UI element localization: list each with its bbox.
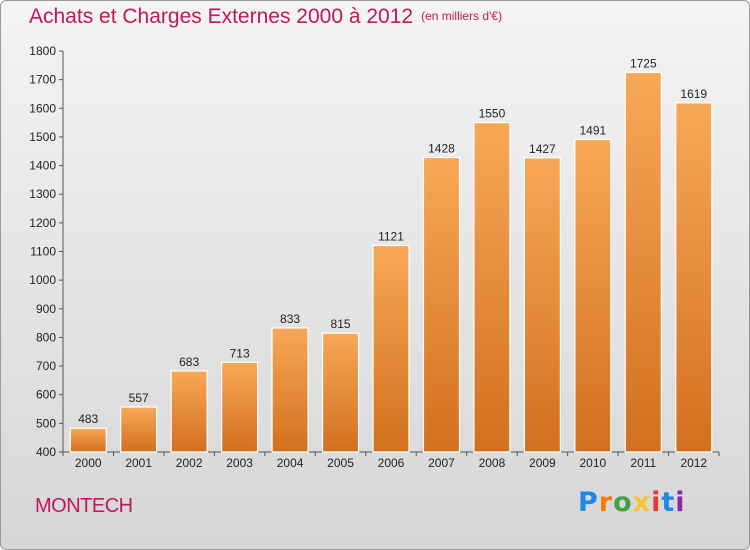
proxiti-logo: Proxiti: [578, 487, 686, 518]
x-tick-label: 2009: [529, 456, 556, 470]
logo-letter: r: [598, 487, 614, 518]
bar: [170, 370, 208, 453]
bar-value-label: 1725: [630, 56, 657, 70]
bar-value-label: 557: [129, 391, 149, 405]
chart-bars: 483 557 683 713 833 815 1121 1428 1550 1427 1491 17…: [69, 56, 713, 453]
logo-letter: P: [578, 487, 599, 518]
y-tick-label: 700: [36, 359, 56, 373]
bar: [523, 157, 561, 453]
bar: [120, 406, 158, 453]
chart-title: Achats et Charges Externes 2000 à 2012 (e…: [29, 5, 502, 29]
bar-value-label: 1550: [479, 107, 506, 121]
bar-value-label: 1619: [680, 87, 707, 101]
x-tick-label: 2006: [378, 456, 405, 470]
logo-letter: i: [651, 487, 662, 518]
bar: [69, 427, 107, 453]
y-tick-label: 1100: [30, 245, 56, 259]
y-tick-label: 500: [36, 416, 56, 430]
bar: [422, 156, 461, 453]
y-tick-label: 1700: [29, 73, 56, 87]
x-tick-label: 2012: [680, 456, 707, 470]
bar-value-label: 1427: [529, 142, 556, 156]
bar-value-label: 1491: [579, 124, 606, 138]
y-tick-label: 1300: [29, 187, 56, 201]
bar-value-label: 713: [230, 346, 250, 360]
logo-letter: t: [661, 487, 676, 518]
bar-value-label: 1121: [378, 229, 404, 243]
x-tick-label: 2008: [479, 456, 506, 470]
bar: [675, 102, 713, 453]
y-tick-label: 1600: [29, 101, 56, 115]
bar-value-label: 483: [78, 412, 98, 426]
bar-value-label: 833: [280, 312, 300, 326]
x-tick-label: 2011: [630, 456, 656, 470]
bar: [221, 361, 259, 453]
x-tick-label: 2010: [579, 456, 606, 470]
x-tick-label: 2007: [428, 456, 455, 470]
x-tick-label: 2001: [125, 456, 152, 470]
x-tick-label: 2002: [176, 456, 203, 470]
bar: [321, 332, 360, 453]
bar: [473, 122, 511, 453]
y-tick-label: 1000: [29, 273, 56, 287]
bar-value-label: 1428: [428, 142, 455, 156]
logo-letter: i: [675, 487, 686, 518]
y-tick-label: 400: [36, 445, 56, 459]
y-tick-label: 600: [36, 388, 56, 402]
bar: [574, 138, 612, 453]
chart-subtitle: (en milliers d'€): [421, 9, 503, 23]
x-tick-label: 2003: [226, 456, 253, 470]
bar: [624, 71, 662, 453]
bar-value-label: 815: [331, 317, 351, 331]
bar: [271, 327, 309, 453]
y-tick-label: 1800: [29, 44, 56, 58]
logo-letter: o: [613, 487, 633, 518]
y-tick-label: 1400: [29, 159, 56, 173]
y-tick-label: 1200: [29, 216, 56, 230]
y-tick-label: 800: [36, 330, 56, 344]
chart-title-text: Achats et Charges Externes 2000 à 2012: [29, 5, 414, 28]
logo-letter: x: [632, 487, 652, 518]
y-tick-label: 1500: [29, 130, 56, 144]
x-tick-label: 2004: [277, 456, 304, 470]
x-tick-label: 2005: [327, 456, 354, 470]
bar: [372, 244, 410, 453]
y-tick-label: 900: [36, 302, 56, 316]
commune-name: MONTECH: [35, 495, 133, 517]
x-tick-label: 2000: [75, 456, 102, 470]
bar-value-label: 683: [179, 355, 199, 369]
